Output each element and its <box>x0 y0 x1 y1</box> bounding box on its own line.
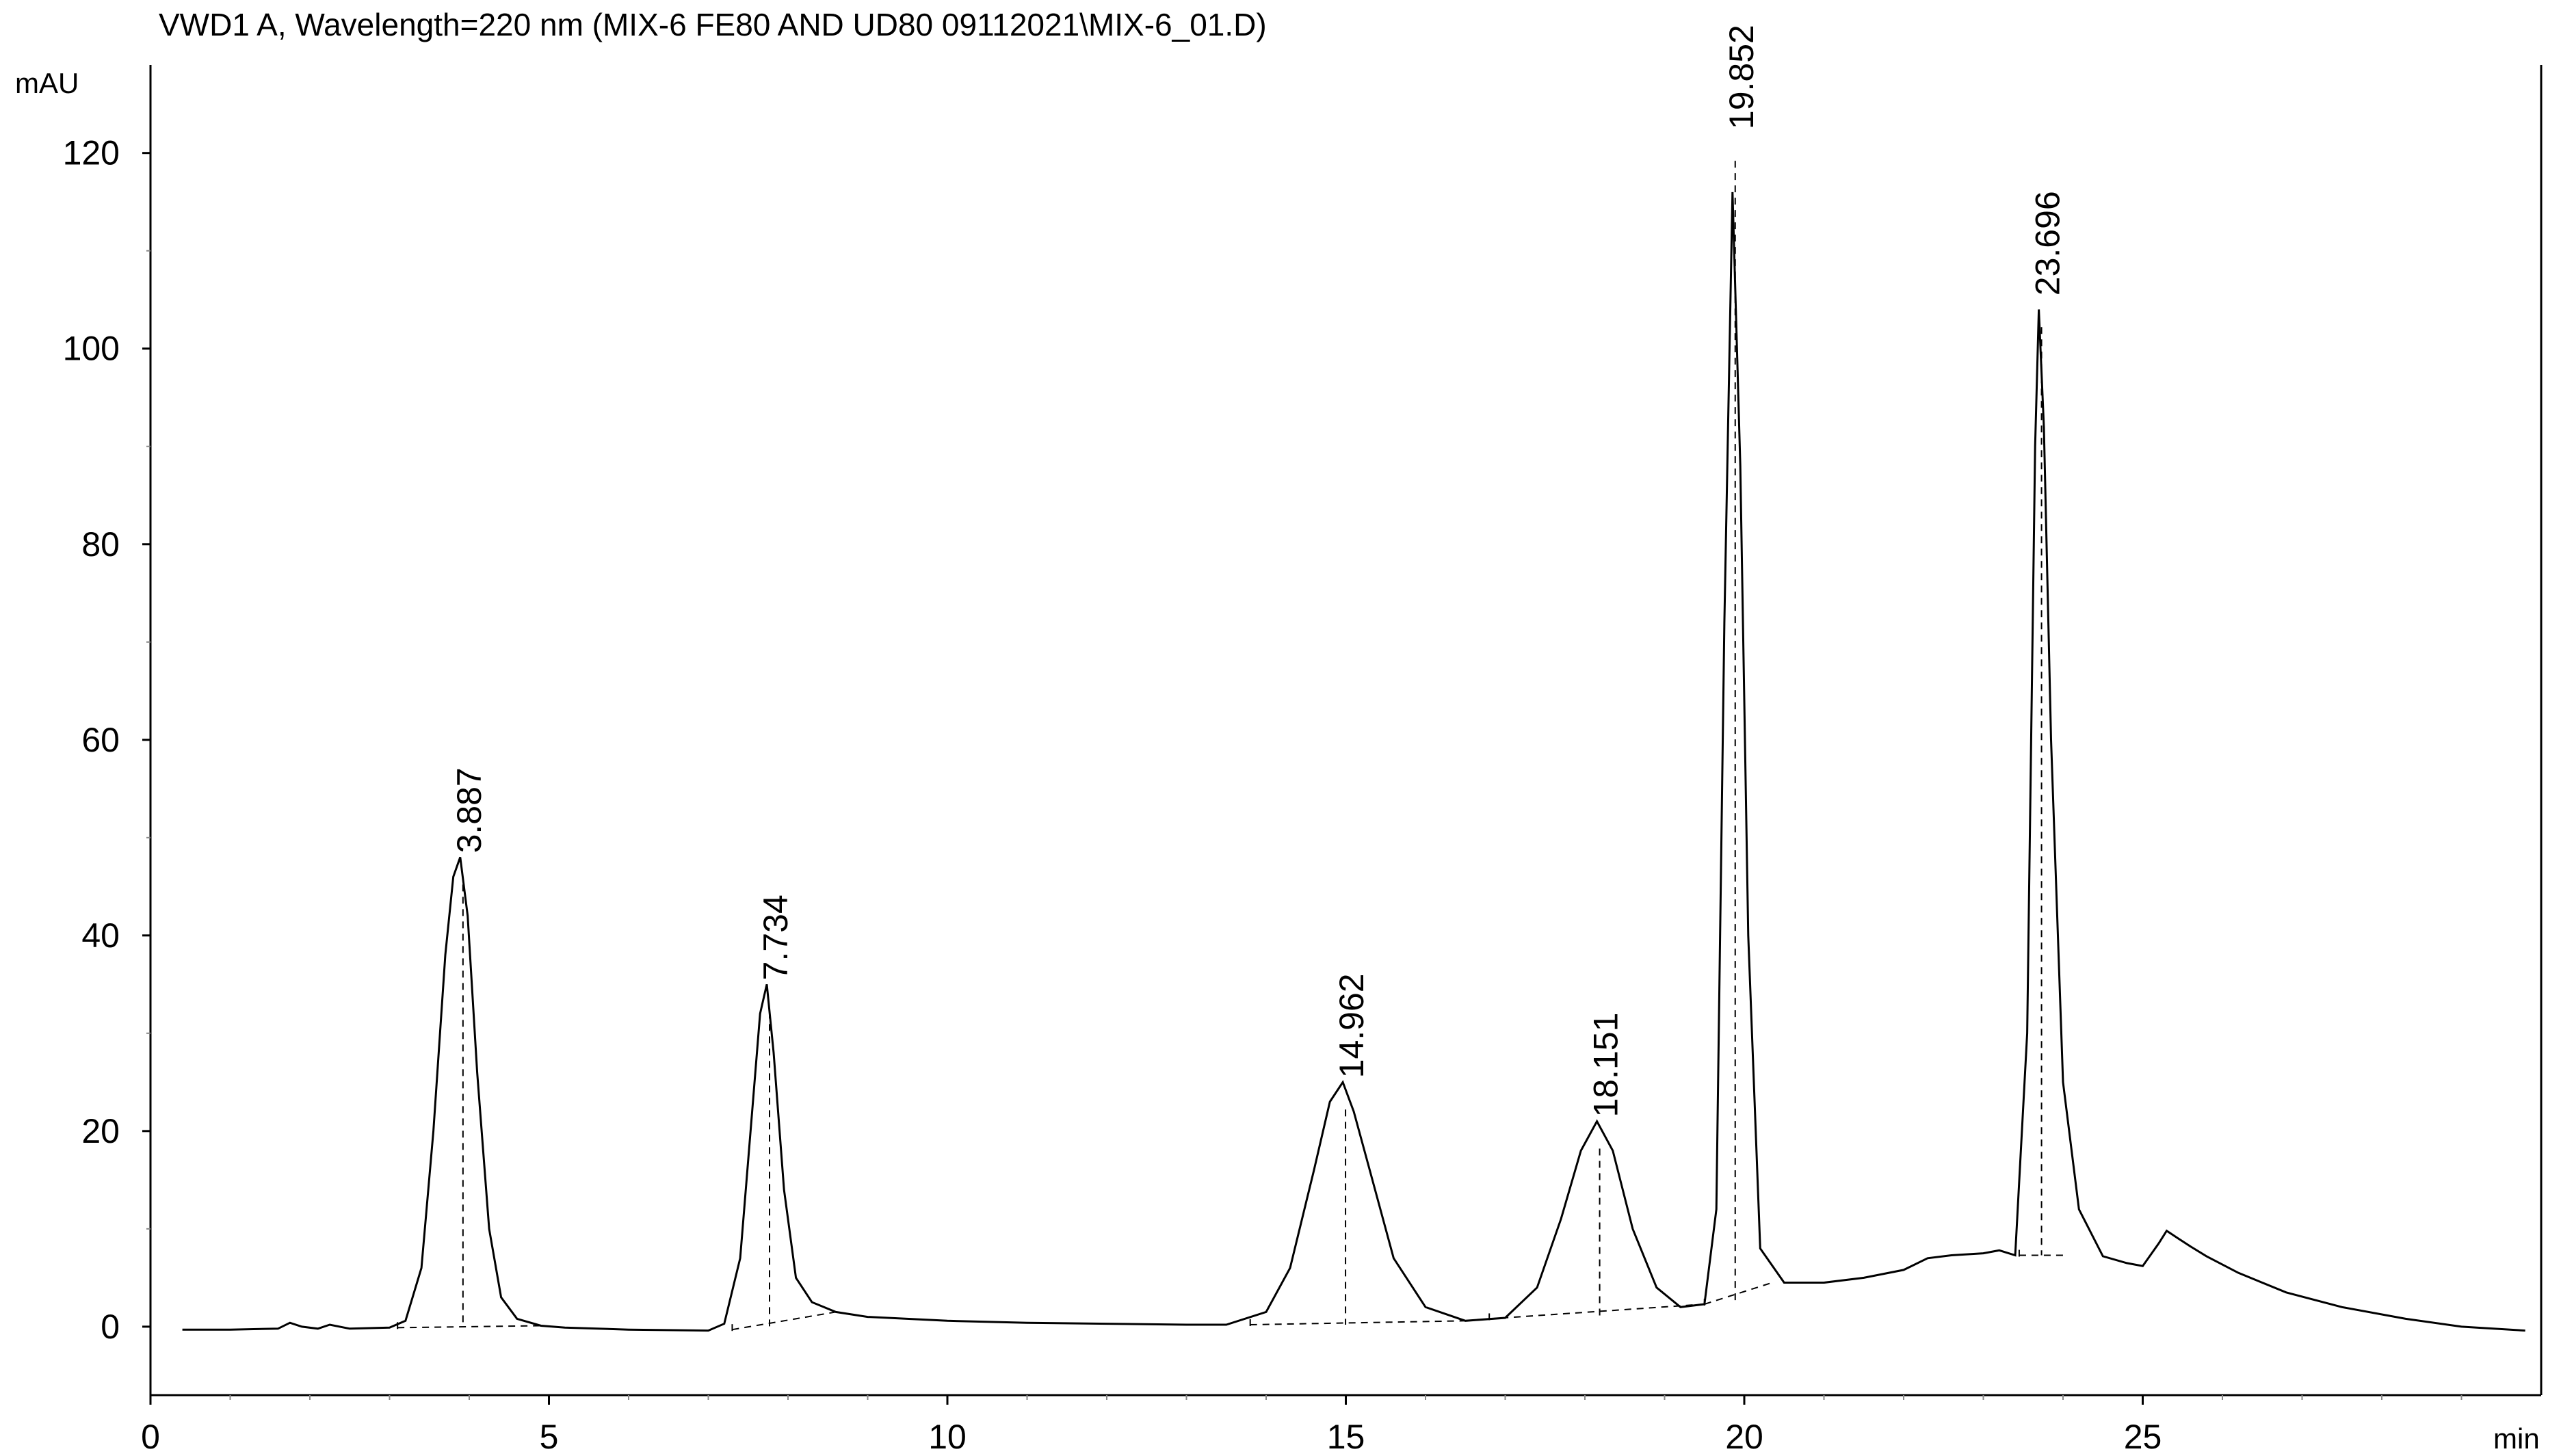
x-tick-label: 20 <box>1725 1418 1763 1456</box>
peak-retention-label: 18.151 <box>1587 1013 1625 1117</box>
peak-retention-label: 23.696 <box>2029 191 2067 295</box>
y-tick-label: 120 <box>63 134 120 172</box>
signal-trace <box>182 191 2525 1332</box>
peak-baseline <box>1489 1303 1705 1320</box>
peak-retention-label: 14.962 <box>1332 973 1371 1078</box>
peak-baseline <box>732 1311 837 1331</box>
y-tick-label: 20 <box>81 1112 120 1150</box>
chart-title: VWD1 A, Wavelength=220 nm (MIX-6 FE80 AN… <box>159 7 1267 42</box>
y-tick-label: 40 <box>81 916 120 955</box>
y-tick-label: 100 <box>63 330 120 368</box>
x-tick-label: 0 <box>141 1418 160 1456</box>
y-axis-ticks: 0 20 40 60 80 100 120 <box>63 134 150 1346</box>
x-axis-ticks: 0 5 10 15 20 25 <box>141 1395 2462 1456</box>
y-tick-label: 80 <box>81 525 120 564</box>
x-tick-label: 25 <box>2124 1418 2162 1456</box>
integration-baselines <box>397 161 2063 1336</box>
x-tick-label: 10 <box>928 1418 967 1456</box>
peak-retention-label: 3.887 <box>450 767 488 853</box>
peak-baseline <box>397 1325 541 1329</box>
peak-retention-label: 19.852 <box>1722 25 1761 129</box>
y-tick-label: 60 <box>81 721 120 759</box>
x-tick-label: 5 <box>540 1418 559 1456</box>
peak-labels: 3.887 7.734 14.962 18.151 19.852 23.696 <box>450 25 2067 1117</box>
peak-baseline <box>1704 1282 1773 1305</box>
peak-retention-label: 7.734 <box>757 895 795 980</box>
y-axis-unit: mAU <box>15 67 79 99</box>
x-axis-unit: min <box>2493 1422 2540 1455</box>
peak-baseline <box>1250 1320 1466 1326</box>
y-tick-label: 0 <box>101 1308 120 1346</box>
x-tick-label: 15 <box>1327 1418 1365 1456</box>
